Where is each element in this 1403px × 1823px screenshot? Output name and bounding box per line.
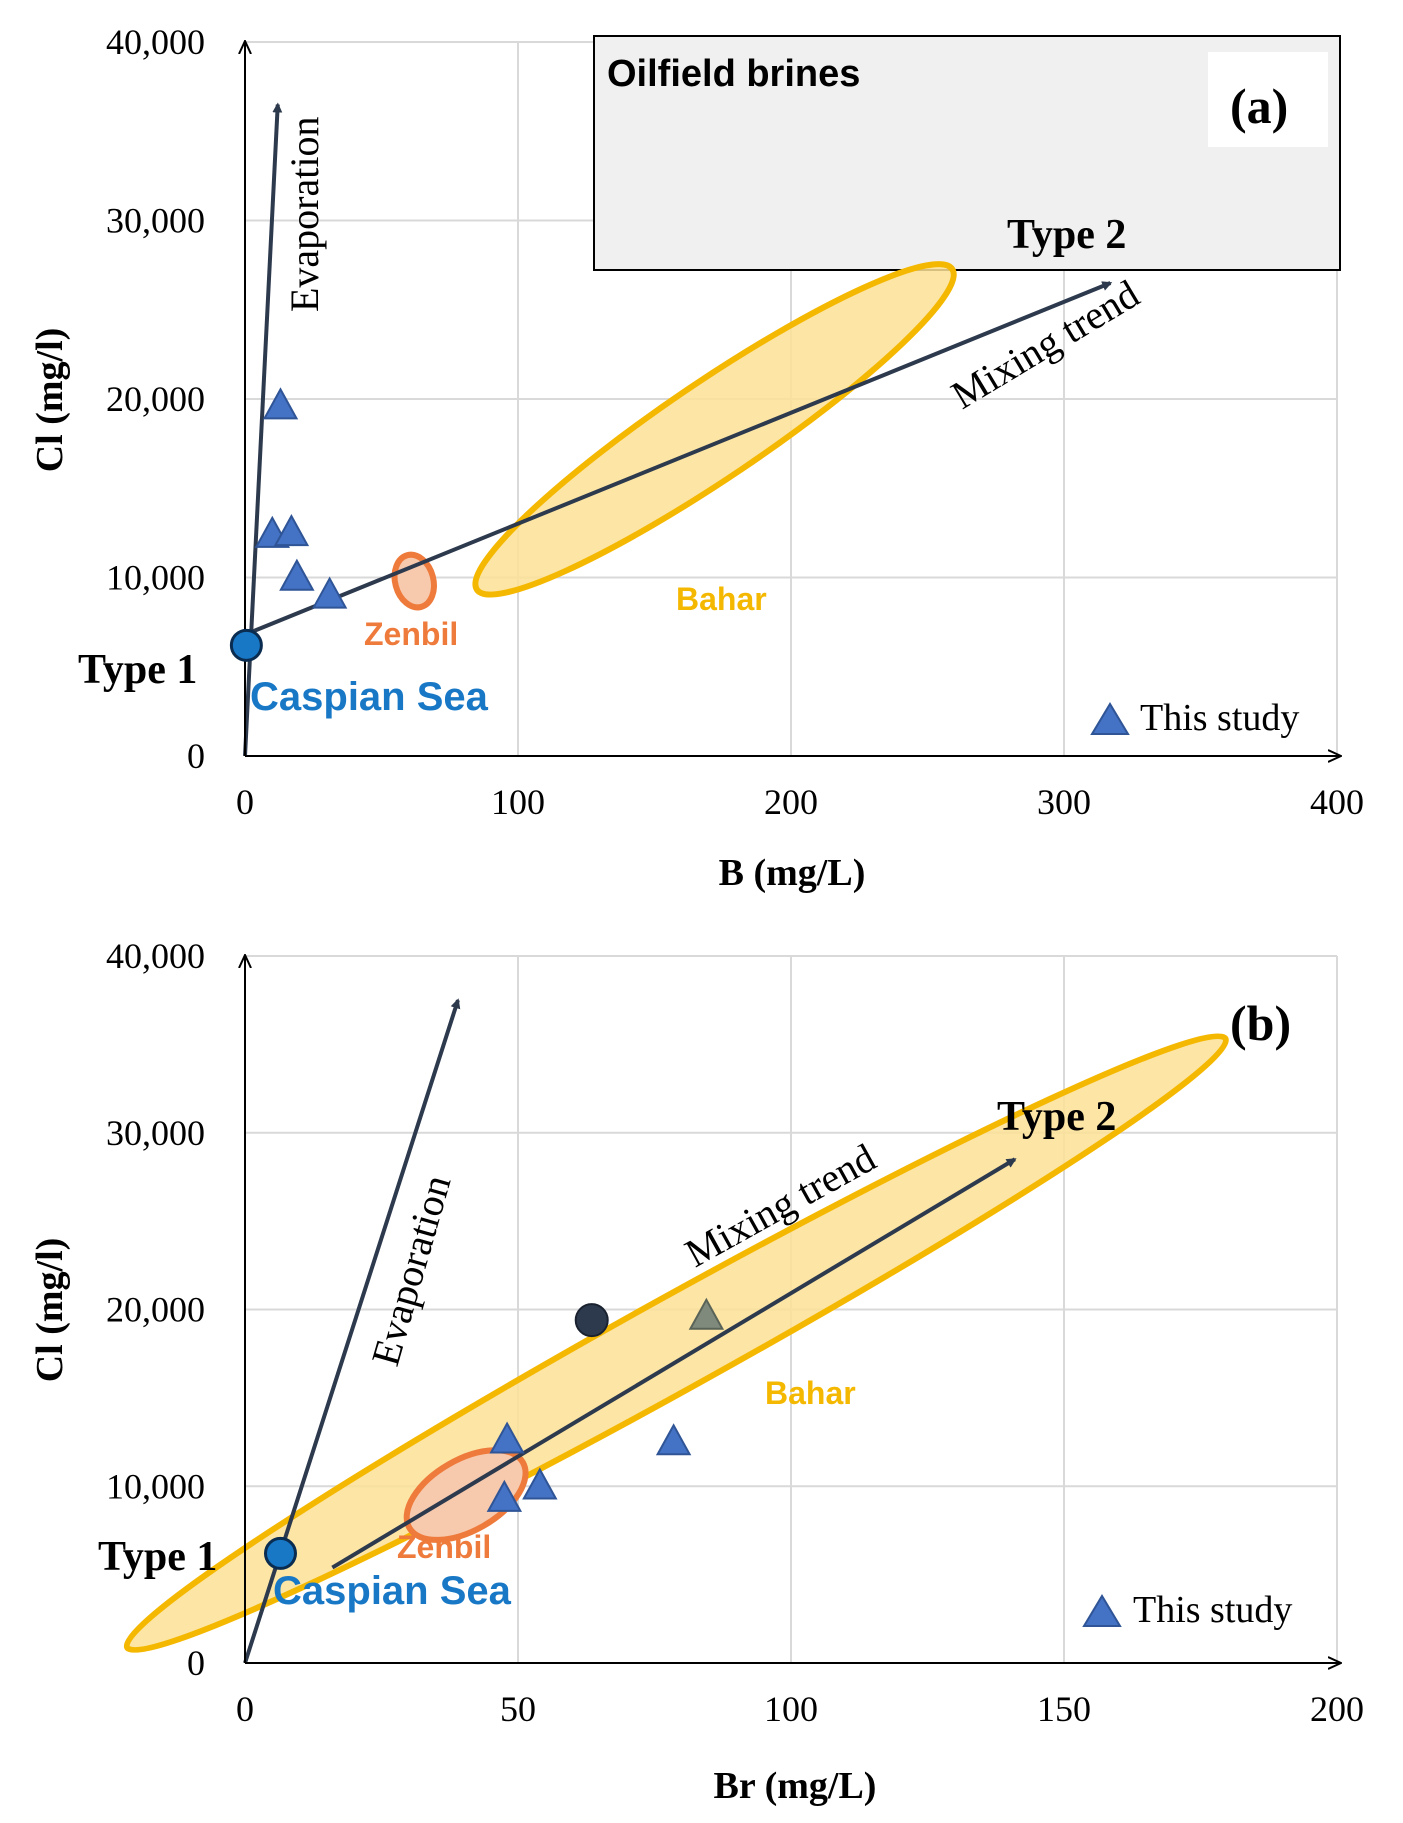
data-point-triangle bbox=[262, 387, 299, 420]
x-tick-label: 150 bbox=[1037, 1689, 1091, 1729]
panel-b-y-title: Cl (mg/l) bbox=[29, 1238, 71, 1383]
panel-a-y-ticks: 0 10,000 20,000 30,000 40,000 bbox=[106, 22, 205, 776]
bahar-a-group bbox=[472, 261, 957, 598]
y-tick-label: 30,000 bbox=[106, 201, 205, 241]
data-point-triangle bbox=[655, 1423, 692, 1456]
data-point-triangle bbox=[486, 1479, 523, 1512]
panel-a-label-bg bbox=[1208, 52, 1328, 147]
x-tick-label: 50 bbox=[500, 1689, 536, 1729]
type2-label: Type 2 bbox=[997, 1094, 1116, 1140]
x-tick-label: 400 bbox=[1310, 782, 1364, 822]
evaporation-label: Evaporation bbox=[282, 117, 327, 313]
panel-b: (b) 0 10,000 20,000 30,000 40,000 0 50 100 150 2… bbox=[29, 936, 1364, 1807]
x-tick-label: 0 bbox=[236, 782, 254, 822]
x-tick-label: 100 bbox=[764, 1689, 818, 1729]
zenbil-b-group bbox=[403, 1447, 529, 1543]
legend-label: This study bbox=[1140, 697, 1299, 739]
panel-a-x-title: B (mg/L) bbox=[719, 852, 866, 894]
oilfield-brines-label: Oilfield brines bbox=[607, 53, 860, 95]
zenbil-label: Zenbil bbox=[364, 616, 458, 652]
y-tick-label: 20,000 bbox=[106, 1290, 205, 1330]
zenbil-ellipse bbox=[403, 1447, 529, 1543]
bahar-ellipse bbox=[123, 1033, 1229, 1654]
type1-label: Type 1 bbox=[98, 1534, 217, 1580]
mixing-trend-arrow bbox=[244, 281, 1113, 637]
bahar-label: Bahar bbox=[765, 1375, 856, 1411]
x-tick-label: 200 bbox=[1310, 1689, 1364, 1729]
dark-point bbox=[574, 1303, 609, 1338]
data-point-triangle bbox=[273, 514, 310, 547]
y-tick-label: 20,000 bbox=[106, 379, 205, 419]
x-tick-label: 0 bbox=[236, 1689, 254, 1729]
panel-a: Oilfield brines (a) 0 10,000 20,000 30,000 4… bbox=[29, 22, 1364, 894]
data-point-triangle bbox=[688, 1297, 725, 1330]
caspian-sea-label: Caspian Sea bbox=[273, 1569, 512, 1613]
x-tick-label: 100 bbox=[491, 782, 545, 822]
data-point-triangle bbox=[279, 558, 315, 591]
panel-b-y-ticks: 0 10,000 20,000 30,000 40,000 bbox=[106, 936, 205, 1683]
y-tick-label: 0 bbox=[187, 1643, 205, 1683]
bahar-ellipse bbox=[472, 261, 957, 598]
data-point-triangle bbox=[311, 576, 348, 609]
data-point-triangle bbox=[522, 1467, 558, 1500]
zenbil-label: Zenbil bbox=[397, 1529, 491, 1565]
mixing-trend-label: Mixing trend bbox=[943, 271, 1146, 418]
type1-label: Type 1 bbox=[78, 647, 197, 693]
panel-b-x-title: Br (mg/L) bbox=[714, 1765, 877, 1807]
evaporation-label: Evaporation bbox=[362, 1170, 459, 1370]
panel-b-label-bg bbox=[1208, 968, 1328, 1063]
data-point-triangle bbox=[489, 1421, 525, 1454]
y-tick-label: 30,000 bbox=[106, 1113, 205, 1153]
y-tick-label: 40,000 bbox=[106, 22, 205, 62]
legend-label: This study bbox=[1133, 1589, 1292, 1631]
y-tick-label: 10,000 bbox=[106, 558, 205, 598]
x-tick-label: 300 bbox=[1037, 782, 1091, 822]
panel-a-y-title: Cl (mg/l) bbox=[29, 328, 71, 473]
bahar-b-group bbox=[123, 1033, 1229, 1654]
x-tick-label: 200 bbox=[764, 782, 818, 822]
y-tick-label: 10,000 bbox=[106, 1466, 205, 1506]
caspian-sea-point bbox=[229, 628, 263, 662]
legend-triangle-icon bbox=[1082, 1594, 1122, 1627]
y-tick-label: 40,000 bbox=[106, 936, 205, 976]
mixing-trend-arrow bbox=[331, 1157, 1017, 1570]
panel-a-x-ticks: 0 100 200 300 400 bbox=[236, 782, 1364, 822]
panel-b-label: (b) bbox=[1230, 995, 1291, 1051]
legend-triangle-icon bbox=[1090, 702, 1130, 735]
panel-b-points bbox=[486, 1297, 725, 1512]
bahar-label: Bahar bbox=[676, 581, 767, 617]
panel-a-points bbox=[254, 387, 348, 609]
panel-a-label: (a) bbox=[1230, 78, 1288, 134]
caspian-sea-label: Caspian Sea bbox=[250, 675, 489, 719]
caspian-sea-point bbox=[263, 1536, 297, 1570]
panel-b-grid bbox=[245, 955, 1338, 1663]
type2-label: Type 2 bbox=[1007, 212, 1126, 258]
y-tick-label: 0 bbox=[187, 736, 205, 776]
panel-b-x-ticks: 0 50 100 150 200 bbox=[236, 1689, 1364, 1729]
